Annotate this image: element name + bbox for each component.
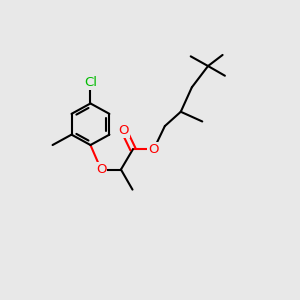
Text: O: O	[148, 143, 159, 156]
Text: Cl: Cl	[84, 76, 97, 89]
Text: O: O	[118, 124, 129, 136]
Text: O: O	[96, 163, 106, 176]
